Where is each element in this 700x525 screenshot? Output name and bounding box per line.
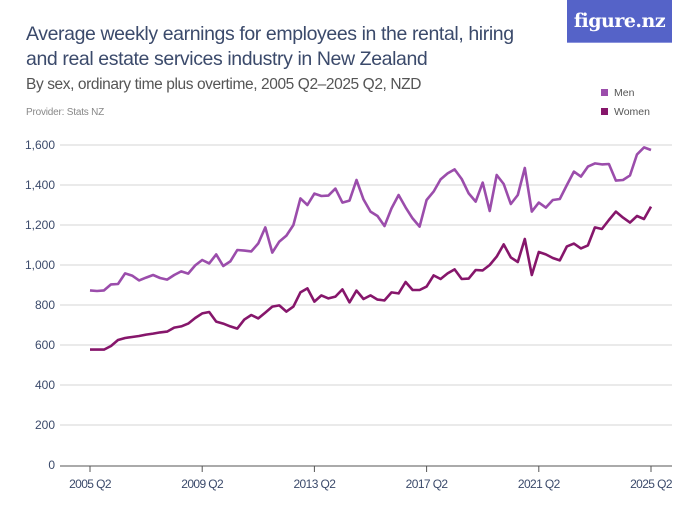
y-tick-label: 800 — [35, 298, 55, 312]
legend-item-men: Men — [601, 83, 650, 102]
figure-nz-logo[interactable]: figure.nz — [567, 0, 672, 43]
series-line-women — [90, 205, 653, 351]
chart-subtitle: By sex, ordinary time plus overtime, 200… — [26, 76, 422, 93]
provider-label: Provider: Stats NZ — [26, 107, 105, 118]
y-tick-label: 200 — [35, 418, 55, 432]
legend-label-men: Men — [614, 86, 635, 99]
y-tick-label: 1,400 — [25, 178, 55, 192]
y-tick-label: 400 — [35, 378, 55, 392]
x-tick-label: 2021 Q2 — [518, 477, 561, 491]
legend-swatch-men — [601, 89, 608, 96]
series-line-men — [89, 146, 652, 293]
chart-title: Average weekly earnings for employees in… — [26, 23, 514, 70]
y-tick-label: 0 — [48, 458, 55, 472]
y-tick-label: 600 — [35, 338, 55, 352]
legend-swatch-women — [601, 108, 608, 115]
x-tick-label: 2005 Q2 — [69, 477, 112, 491]
x-tick-label: 2009 Q2 — [181, 477, 224, 491]
y-tick-label: 1,000 — [25, 258, 55, 272]
legend-item-women: Women — [601, 102, 650, 121]
y-tick-label: 1,600 — [25, 138, 55, 152]
x-tick-label: 2017 Q2 — [406, 477, 449, 491]
x-tick-label: 2025 Q2 — [630, 477, 673, 491]
y-tick-label: 1,200 — [25, 218, 55, 232]
legend: Men Women — [601, 83, 650, 121]
x-tick-label: 2013 Q2 — [293, 477, 336, 491]
legend-label-women: Women — [614, 105, 650, 118]
